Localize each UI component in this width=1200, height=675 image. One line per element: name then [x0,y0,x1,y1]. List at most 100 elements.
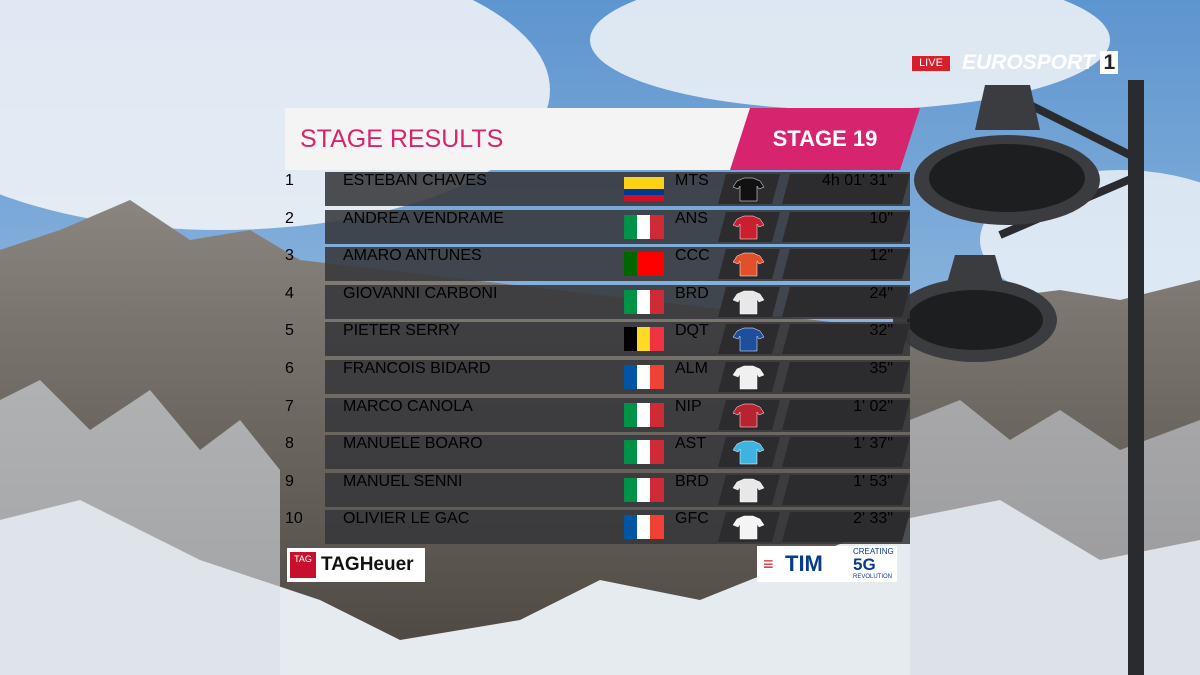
row-shape [732,177,765,202]
row-shape [637,327,651,352]
tim-tag-top: CREATING [853,547,894,556]
row-shape [782,324,910,355]
tag-name: TAGHeuer [321,554,414,575]
tim-tag-main: 5G [853,555,876,574]
tim-icon: ≡ [763,554,774,574]
row-time: 35" [869,360,893,377]
row-code: GFC [675,510,709,528]
row-time: 1' 37" [853,435,893,453]
tim-sponsor: TIM ≡ CREATING 5G REVOLUTION [757,546,897,582]
row-shape [732,440,765,465]
row-shape [624,515,638,540]
row-graphics [624,362,910,392]
row-shape [624,440,638,465]
row-code: AST [675,435,707,453]
channel-logo: EUROSPORT 1 [962,51,1119,75]
row-name: AMARO ANTUNES [343,247,482,265]
row-shape [637,477,651,502]
row-time: 2' 33" [853,510,893,528]
row-shape [782,286,910,317]
row-shape [624,402,638,427]
row-shape [650,477,664,502]
rank: 8 [285,435,294,453]
stage-label: STAGE 19 [772,126,878,151]
row-shape [650,402,664,427]
row-shape [650,440,664,465]
row-shape [732,365,765,390]
row-code: MTS [675,172,709,189]
row-time: 24" [869,284,893,302]
stage-banner [730,108,920,170]
row-time: 4h 01' 31" [821,172,893,189]
row-shape [624,214,638,239]
row-shape [650,327,664,352]
row-code: ANS [675,209,708,227]
row-shape [732,290,765,315]
row-shape [782,437,910,468]
row-shape [782,174,910,204]
row-shape [637,214,651,239]
rank: 3 [285,247,294,265]
row-shape [624,177,664,189]
row-time: 12" [869,247,893,265]
row-name: MANUEL SENNI [343,472,463,490]
row-shape [732,403,765,427]
row-code: DQT [675,322,709,340]
tim-tag-bottom: REVOLUTION [853,574,893,580]
row-shape [624,189,664,195]
row-shape [624,252,638,277]
tag-badge: TAG [290,552,316,578]
row-code: BRD [675,284,709,302]
row-shape [732,516,765,540]
row-code: BRD [675,472,709,490]
row-graphics [624,399,910,430]
channel-number: 1 [1100,51,1119,74]
row-time: 32" [869,322,893,340]
row-time: 1' 53" [853,472,893,490]
row-shape [637,252,651,277]
rank: 5 [285,322,294,340]
tag-heuer-sponsor: TAG TAGHeuer [287,548,425,582]
row-shape [782,249,910,280]
row-shape [637,289,651,314]
row-code: ALM [675,360,708,377]
rank: 4 [285,284,294,302]
row-shape [624,289,638,314]
row-graphics [624,512,910,543]
row-shape [782,399,910,430]
row-name: MANUELE BOARO [343,435,483,453]
row-shape [637,365,651,389]
row-graphics [624,211,910,242]
rank: 6 [285,360,294,377]
row-graphics [624,437,910,468]
tim-name: TIM [785,551,823,576]
row-shape [782,512,910,543]
header-title: STAGE RESULTS [300,125,504,153]
row-time: 10" [869,209,893,227]
row-name: ANDREA VENDRAME [343,209,504,227]
rank: 7 [285,397,294,415]
rank: 10 [285,510,303,528]
row-code: NIP [675,397,702,415]
row-shape [782,362,910,392]
header-bar [285,108,755,170]
row-shape [650,289,664,314]
row-code: CCC [675,247,710,265]
row-shape [732,215,765,239]
rank: 1 [285,172,294,189]
row-shape [637,440,651,465]
row-name: MARCO CANOLA [343,397,473,415]
row-name: PIETER SERRY [343,322,461,340]
row-shape [624,477,638,502]
rank: 2 [285,209,294,227]
live-badge: LIVE [912,56,950,71]
row-time: 1' 02" [853,397,893,415]
channel-name: EUROSPORT [962,51,1095,74]
row-name: OLIVIER LE GAC [343,510,470,528]
row-name: ESTEBAN CHAVES [343,172,487,189]
row-shape [624,327,638,352]
row-name: FRANCOIS BIDARD [343,360,491,377]
row-shape [782,211,910,242]
row-shape [650,252,664,277]
